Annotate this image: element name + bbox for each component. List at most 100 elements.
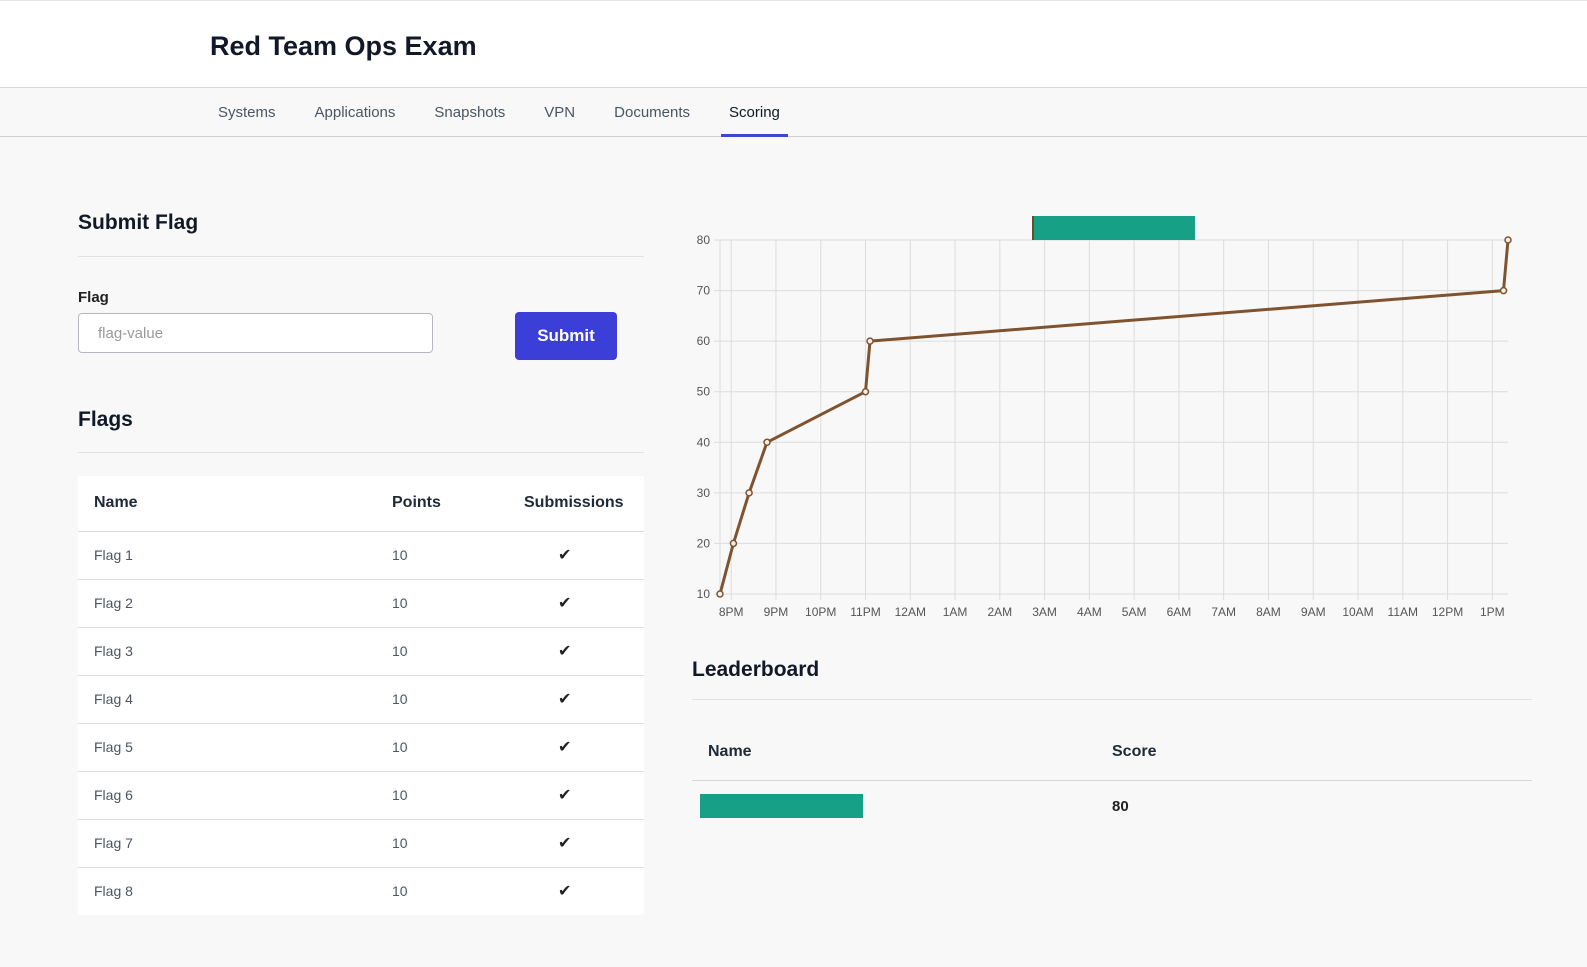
checkmark-icon: ✔	[558, 691, 572, 708]
tab-snapshots[interactable]: Snapshots	[434, 104, 506, 121]
flag-submission-cell: ✔	[516, 819, 644, 868]
series-line	[718, 239, 1510, 595]
nav-tabs: Systems Applications Snapshots VPN Documents…	[210, 88, 811, 137]
x-tick-label: 3AM	[1032, 605, 1057, 619]
column-header-points: Points	[392, 476, 516, 532]
x-tick-label: 8AM	[1256, 605, 1281, 619]
checkmark-icon: ✔	[558, 739, 572, 756]
y-tick-label: 40	[697, 435, 711, 449]
x-tick-label: 1PM	[1480, 605, 1505, 619]
y-tick-label: 10	[697, 587, 711, 601]
flag-submission-cell: ✔	[516, 579, 644, 628]
y-tick-label: 20	[697, 536, 711, 550]
app-header: Red Team Ops Exam	[0, 0, 1587, 88]
table-row: Flag 2 10 ✔	[78, 579, 644, 628]
flag-points: 10	[392, 771, 516, 820]
data-point	[861, 387, 870, 396]
tab-vpn[interactable]: VPN	[544, 104, 576, 121]
flags-divider	[78, 452, 644, 453]
submit-flag-heading: Submit Flag	[78, 211, 199, 234]
x-tick-label: 12AM	[895, 605, 926, 619]
x-tick-label: 9AM	[1301, 605, 1326, 619]
tab-systems[interactable]: Systems	[218, 104, 276, 121]
leaderboard-score: 80	[1112, 797, 1129, 815]
leaderboard-row: 80	[692, 780, 1532, 832]
leaderboard-divider	[692, 699, 1532, 700]
leaderboard-header: Name Score	[692, 724, 1532, 781]
checkmark-icon: ✔	[558, 547, 572, 564]
checkmark-icon: ✔	[558, 643, 572, 660]
tab-documents[interactable]: Documents	[614, 104, 691, 121]
flag-name: Flag 7	[78, 819, 392, 868]
flag-input[interactable]	[78, 313, 433, 353]
column-header-submissions: Submissions	[516, 476, 644, 532]
x-tick-label: 4AM	[1077, 605, 1102, 619]
table-row: Flag 6 10 ✔	[78, 771, 644, 820]
page-title: Red Team Ops Exam	[210, 31, 477, 61]
leaderboard-table: Name Score 80	[692, 724, 1532, 832]
flags-heading: Flags	[78, 408, 133, 431]
table-row: Flag 5 10 ✔	[78, 723, 644, 772]
x-tick-label: 5AM	[1122, 605, 1147, 619]
flag-field-label: Flag	[78, 289, 109, 306]
data-point	[1504, 236, 1512, 244]
table-row: Flag 4 10 ✔	[78, 675, 644, 724]
y-tick-label: 80	[697, 233, 711, 247]
flag-name: Flag 8	[94, 883, 133, 900]
x-tick-label: 9PM	[764, 605, 789, 619]
data-point	[729, 539, 738, 548]
x-tick-label: 12PM	[1432, 605, 1463, 619]
x-tick-label: 1AM	[943, 605, 968, 619]
submit-flag-divider	[78, 256, 644, 257]
data-point	[866, 337, 874, 345]
data-point	[763, 438, 771, 447]
data-point	[745, 489, 753, 497]
flag-points: 10	[392, 819, 516, 868]
x-tick-label: 10AM	[1342, 605, 1373, 619]
flag-points: 10	[392, 675, 516, 724]
checkmark-icon: ✔	[558, 835, 572, 852]
checkmark-icon: ✔	[558, 883, 572, 901]
column-header-name: Name	[78, 476, 392, 532]
flag-name: Flag 1	[78, 531, 392, 580]
score-chart: 10 20 30 40 50 60 70 80 8PM 9PM 10PM 11PM 12AM 1AM 2AM…	[680, 205, 1530, 630]
leaderboard-name-cell	[692, 780, 1112, 832]
column-header-leader-name: Name	[692, 724, 1112, 781]
x-tick-label: 7AM	[1211, 605, 1236, 619]
x-tick-label: 10PM	[805, 605, 836, 619]
redacted-name	[700, 794, 863, 819]
leaderboard-heading: Leaderboard	[692, 658, 820, 681]
x-tick-label: 6AM	[1167, 605, 1192, 619]
tab-applications[interactable]: Applications	[314, 104, 396, 121]
flag-points: 10	[392, 531, 516, 580]
flag-name: Flag 6	[78, 771, 392, 820]
flag-submission-cell: ✔	[516, 867, 644, 915]
flags-table-header: Name Points Submissions	[78, 476, 644, 532]
table-row: Flag 7 10 ✔	[78, 819, 644, 868]
column-header-score: Score	[1112, 724, 1532, 781]
data-point	[716, 590, 724, 598]
flag-submission-cell: ✔	[516, 627, 644, 676]
tab-scoring[interactable]: Scoring	[721, 88, 788, 137]
flag-name: Flag 3	[78, 627, 392, 676]
checkmark-icon: ✔	[558, 595, 572, 612]
data-point	[1499, 286, 1508, 295]
flag-name: Flag 5	[78, 723, 392, 772]
flags-table-body: Flag 1 10 ✔ Flag 2 10 ✔ Flag 3 10 ✔ Flag 4 10 ✔ Flag…	[78, 531, 644, 915]
x-tick-label: 8PM	[719, 605, 744, 619]
flag-name: Flag 2	[78, 579, 392, 628]
flag-points: 10	[392, 579, 516, 628]
flag-submission-cell: ✔	[516, 723, 644, 772]
y-tick-label: 50	[697, 385, 711, 399]
flag-points: 10	[392, 883, 408, 900]
table-row: Flag 3 10 ✔	[78, 627, 644, 676]
score-chart-svg: 10 20 30 40 50 60 70 80 8PM 9PM 10PM 11PM 12AM 1AM 2AM…	[697, 233, 1512, 619]
checkmark-icon: ✔	[558, 787, 572, 804]
legend-redacted-name	[1032, 216, 1195, 240]
flag-submission-cell: ✔	[516, 675, 644, 724]
y-tick-label: 30	[697, 486, 711, 500]
y-tick-label: 70	[697, 284, 711, 298]
submit-button[interactable]: Submit	[515, 312, 617, 360]
flag-points: 10	[392, 723, 516, 772]
